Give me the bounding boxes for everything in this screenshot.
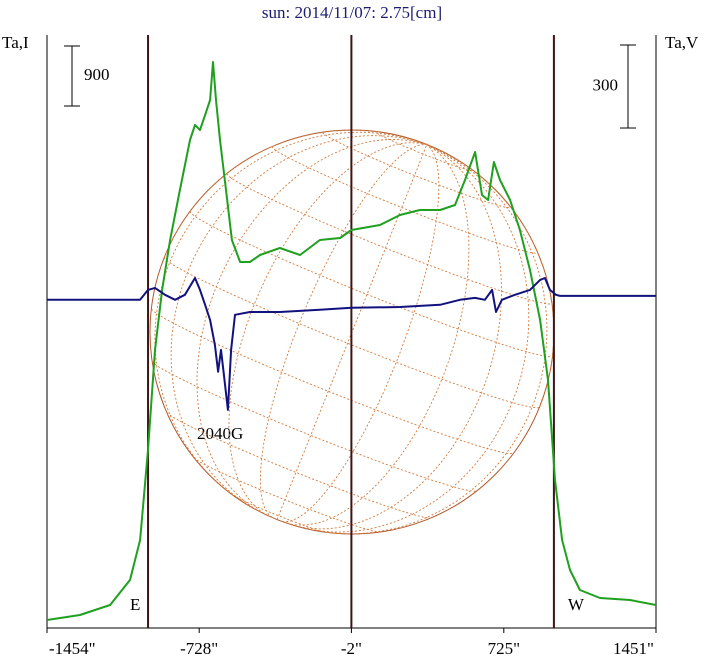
globe-grid <box>151 308 514 455</box>
globe-grid <box>232 494 327 533</box>
y-axis-label: Ta,I <box>2 33 29 52</box>
globe-grid <box>228 142 427 516</box>
x-tick-label: 725" <box>488 639 520 658</box>
globe-grid <box>291 144 502 530</box>
y2-axis-label: Ta,V <box>665 33 699 52</box>
series-line <box>47 277 656 411</box>
globe-grid <box>226 173 553 305</box>
chart-title: sun: 2014/11/07: 2.75[cm] <box>262 3 442 22</box>
globe-grid <box>193 457 381 533</box>
scale-label: 300 <box>593 75 619 94</box>
globe-grid <box>303 144 530 533</box>
globe-grid <box>196 139 427 514</box>
x-tick-label: -728" <box>180 639 218 658</box>
globe-grid <box>282 144 440 523</box>
globe-grid <box>286 144 470 526</box>
x-tick-label: -1454" <box>49 639 96 658</box>
globe-grid <box>163 257 540 409</box>
globe-grid <box>259 144 427 518</box>
annotation: 2040G <box>197 424 243 443</box>
limb-label: E <box>130 595 140 614</box>
limb-label: W <box>568 595 585 614</box>
globe-grid <box>375 131 474 172</box>
globe-grid <box>163 129 427 258</box>
scale-label: 900 <box>84 65 110 84</box>
globe-grid <box>271 145 538 254</box>
globe-grid <box>322 131 512 209</box>
globe-grid <box>189 211 553 358</box>
x-tick-label: 1451" <box>613 639 654 658</box>
x-tick-label: -2" <box>341 639 362 658</box>
series-line <box>46 61 657 621</box>
globe-grid <box>326 144 548 535</box>
globe-grid <box>154 131 427 496</box>
globe-grid <box>166 412 431 519</box>
globe-grid <box>170 135 427 509</box>
